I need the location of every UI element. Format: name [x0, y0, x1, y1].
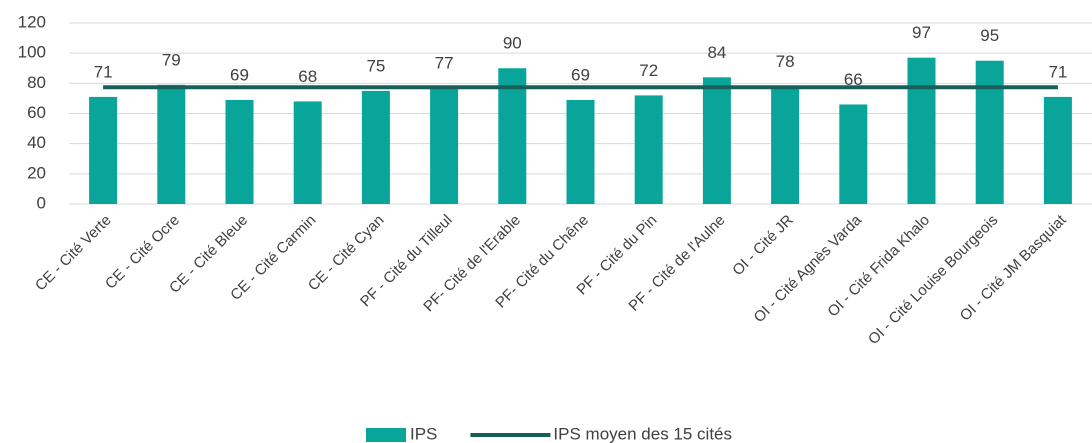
bar — [907, 57, 936, 204]
data-label: 71 — [1048, 62, 1067, 81]
bar — [293, 101, 322, 204]
x-tick-label: OI - Cité Louise Bourgeois — [865, 212, 1001, 348]
y-tick-label: 0 — [37, 193, 46, 212]
data-label: 69 — [571, 65, 590, 84]
bar — [89, 96, 118, 204]
data-label: 77 — [435, 53, 454, 72]
bar — [430, 87, 459, 204]
y-tick-label: 100 — [18, 43, 46, 62]
bar — [157, 84, 186, 204]
data-label: 78 — [776, 52, 795, 71]
bar — [1043, 96, 1072, 204]
legend-label: IPS moyen des 15 cités — [553, 424, 732, 443]
data-label: 90 — [503, 34, 522, 53]
data-label: 68 — [298, 67, 317, 86]
data-label: 71 — [94, 62, 113, 81]
y-tick-label: 80 — [27, 73, 46, 92]
y-tick-label: 20 — [27, 163, 46, 182]
y-tick-label: 40 — [27, 133, 46, 152]
bar — [361, 90, 390, 204]
data-label: 69 — [230, 65, 249, 84]
bar — [225, 99, 254, 204]
data-label: 75 — [366, 56, 385, 75]
bar — [975, 60, 1004, 205]
bar — [839, 104, 868, 204]
bar — [498, 68, 527, 204]
data-label: 84 — [707, 43, 726, 62]
legend-swatch — [366, 428, 406, 442]
legend-label: IPS — [410, 424, 437, 443]
y-tick-label: 120 — [18, 12, 46, 31]
y-tick-label: 60 — [27, 103, 46, 122]
data-label: 79 — [162, 50, 181, 69]
bar — [771, 86, 800, 204]
bar — [566, 99, 595, 204]
data-label: 97 — [912, 23, 931, 42]
x-tick-label: OI - Cité JR — [729, 211, 797, 279]
bar — [634, 95, 663, 204]
bar — [702, 77, 731, 204]
data-label: 95 — [980, 26, 999, 45]
data-label: 66 — [844, 70, 863, 89]
data-label: 72 — [639, 61, 658, 80]
